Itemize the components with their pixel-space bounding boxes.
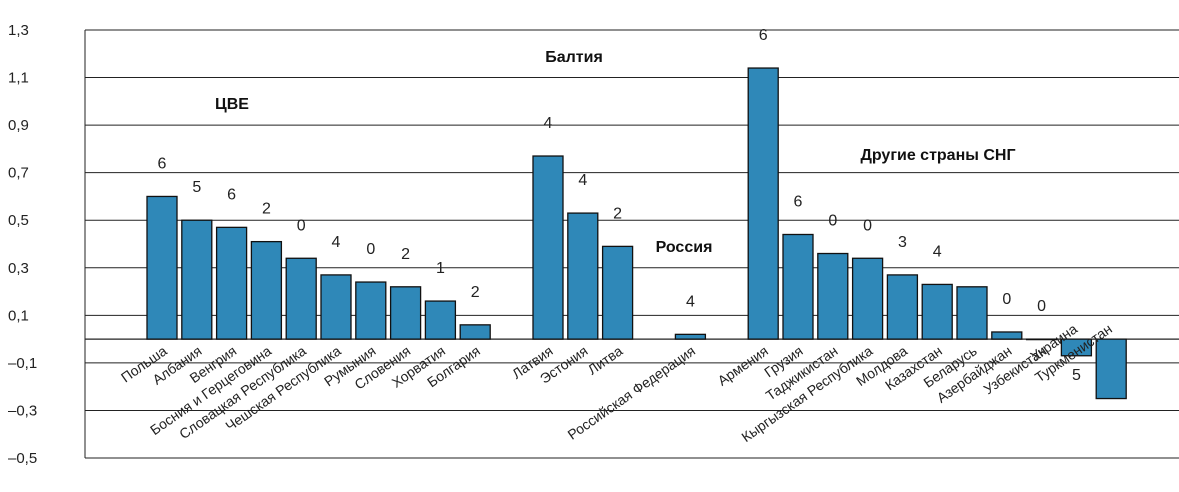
data-label: 0 [828,213,837,230]
data-label: 4 [933,243,942,260]
y-tick-label: 0,3 [8,260,29,277]
bar [459,324,491,340]
bar [285,257,317,340]
bar [1095,338,1127,400]
y-tick-label: –0,1 [8,355,37,372]
bar [921,283,953,340]
data-label: 1 [436,260,445,277]
bar [782,233,814,340]
data-label: 0 [297,217,306,234]
bar [215,226,248,340]
bar [250,240,283,340]
group-label: Другие страны СНГ [860,147,1015,164]
data-label: 2 [613,205,622,222]
bar [320,274,352,340]
data-label: 4 [578,172,587,189]
data-label: 3 [898,234,907,251]
data-label: 0 [863,217,872,234]
data-label: 4 [332,234,341,251]
category-label: Литва [585,342,626,377]
bar [146,195,178,340]
y-tick-label: 1,3 [8,22,29,39]
group-label: Балтия [545,49,603,66]
data-label: 5 [1072,367,1081,384]
bar [991,331,1023,340]
y-tick-label: 1,1 [8,70,29,87]
data-label: 6 [227,186,236,203]
data-label: 6 [158,155,167,172]
bar [532,155,564,340]
bar [886,274,919,340]
y-tick-label: 0,1 [8,307,29,324]
bar [424,300,457,340]
bar [817,252,849,340]
data-label: 4 [544,115,553,132]
y-tick-label: 0,7 [8,165,29,182]
data-label: 6 [794,193,803,210]
bar [181,219,213,340]
bars [146,67,1127,400]
group-labels: ЦВЕ Балтия Россия Другие страны СНГ [215,49,1015,256]
y-tick-label: –0,3 [8,402,37,419]
group-label: ЦВЕ [215,96,249,113]
data-label: 6 [759,27,768,44]
data-label: 0 [1002,291,1011,308]
data-label: 0 [366,241,375,258]
data-label: 5 [192,179,201,196]
y-tick-label: 0,5 [8,212,29,229]
bar [1025,338,1058,341]
bar [567,212,599,340]
bar [355,281,387,340]
data-label: 2 [262,201,271,218]
bar [747,67,779,340]
bar [956,286,988,340]
y-tick-label: –0,5 [8,450,37,467]
bar [1060,338,1093,357]
data-labels: 6 5 6 2 0 4 0 2 1 2 4 4 2 4 6 6 0 0 3 4 0 0 5 [158,27,1081,384]
bar [601,245,634,340]
group-label: Россия [656,239,713,256]
bar [674,333,707,340]
y-tick-label: 0,9 [8,117,29,134]
y-axis: 1,3 1,1 0,9 0,7 0,5 0,3 0,1 –0,1 –0,3 –0,5 [8,22,37,467]
data-label: 0 [1037,298,1046,315]
data-label: 4 [686,293,695,310]
bar [851,257,884,340]
bar [389,286,422,340]
data-label: 2 [401,246,410,263]
data-label: 2 [471,284,480,301]
